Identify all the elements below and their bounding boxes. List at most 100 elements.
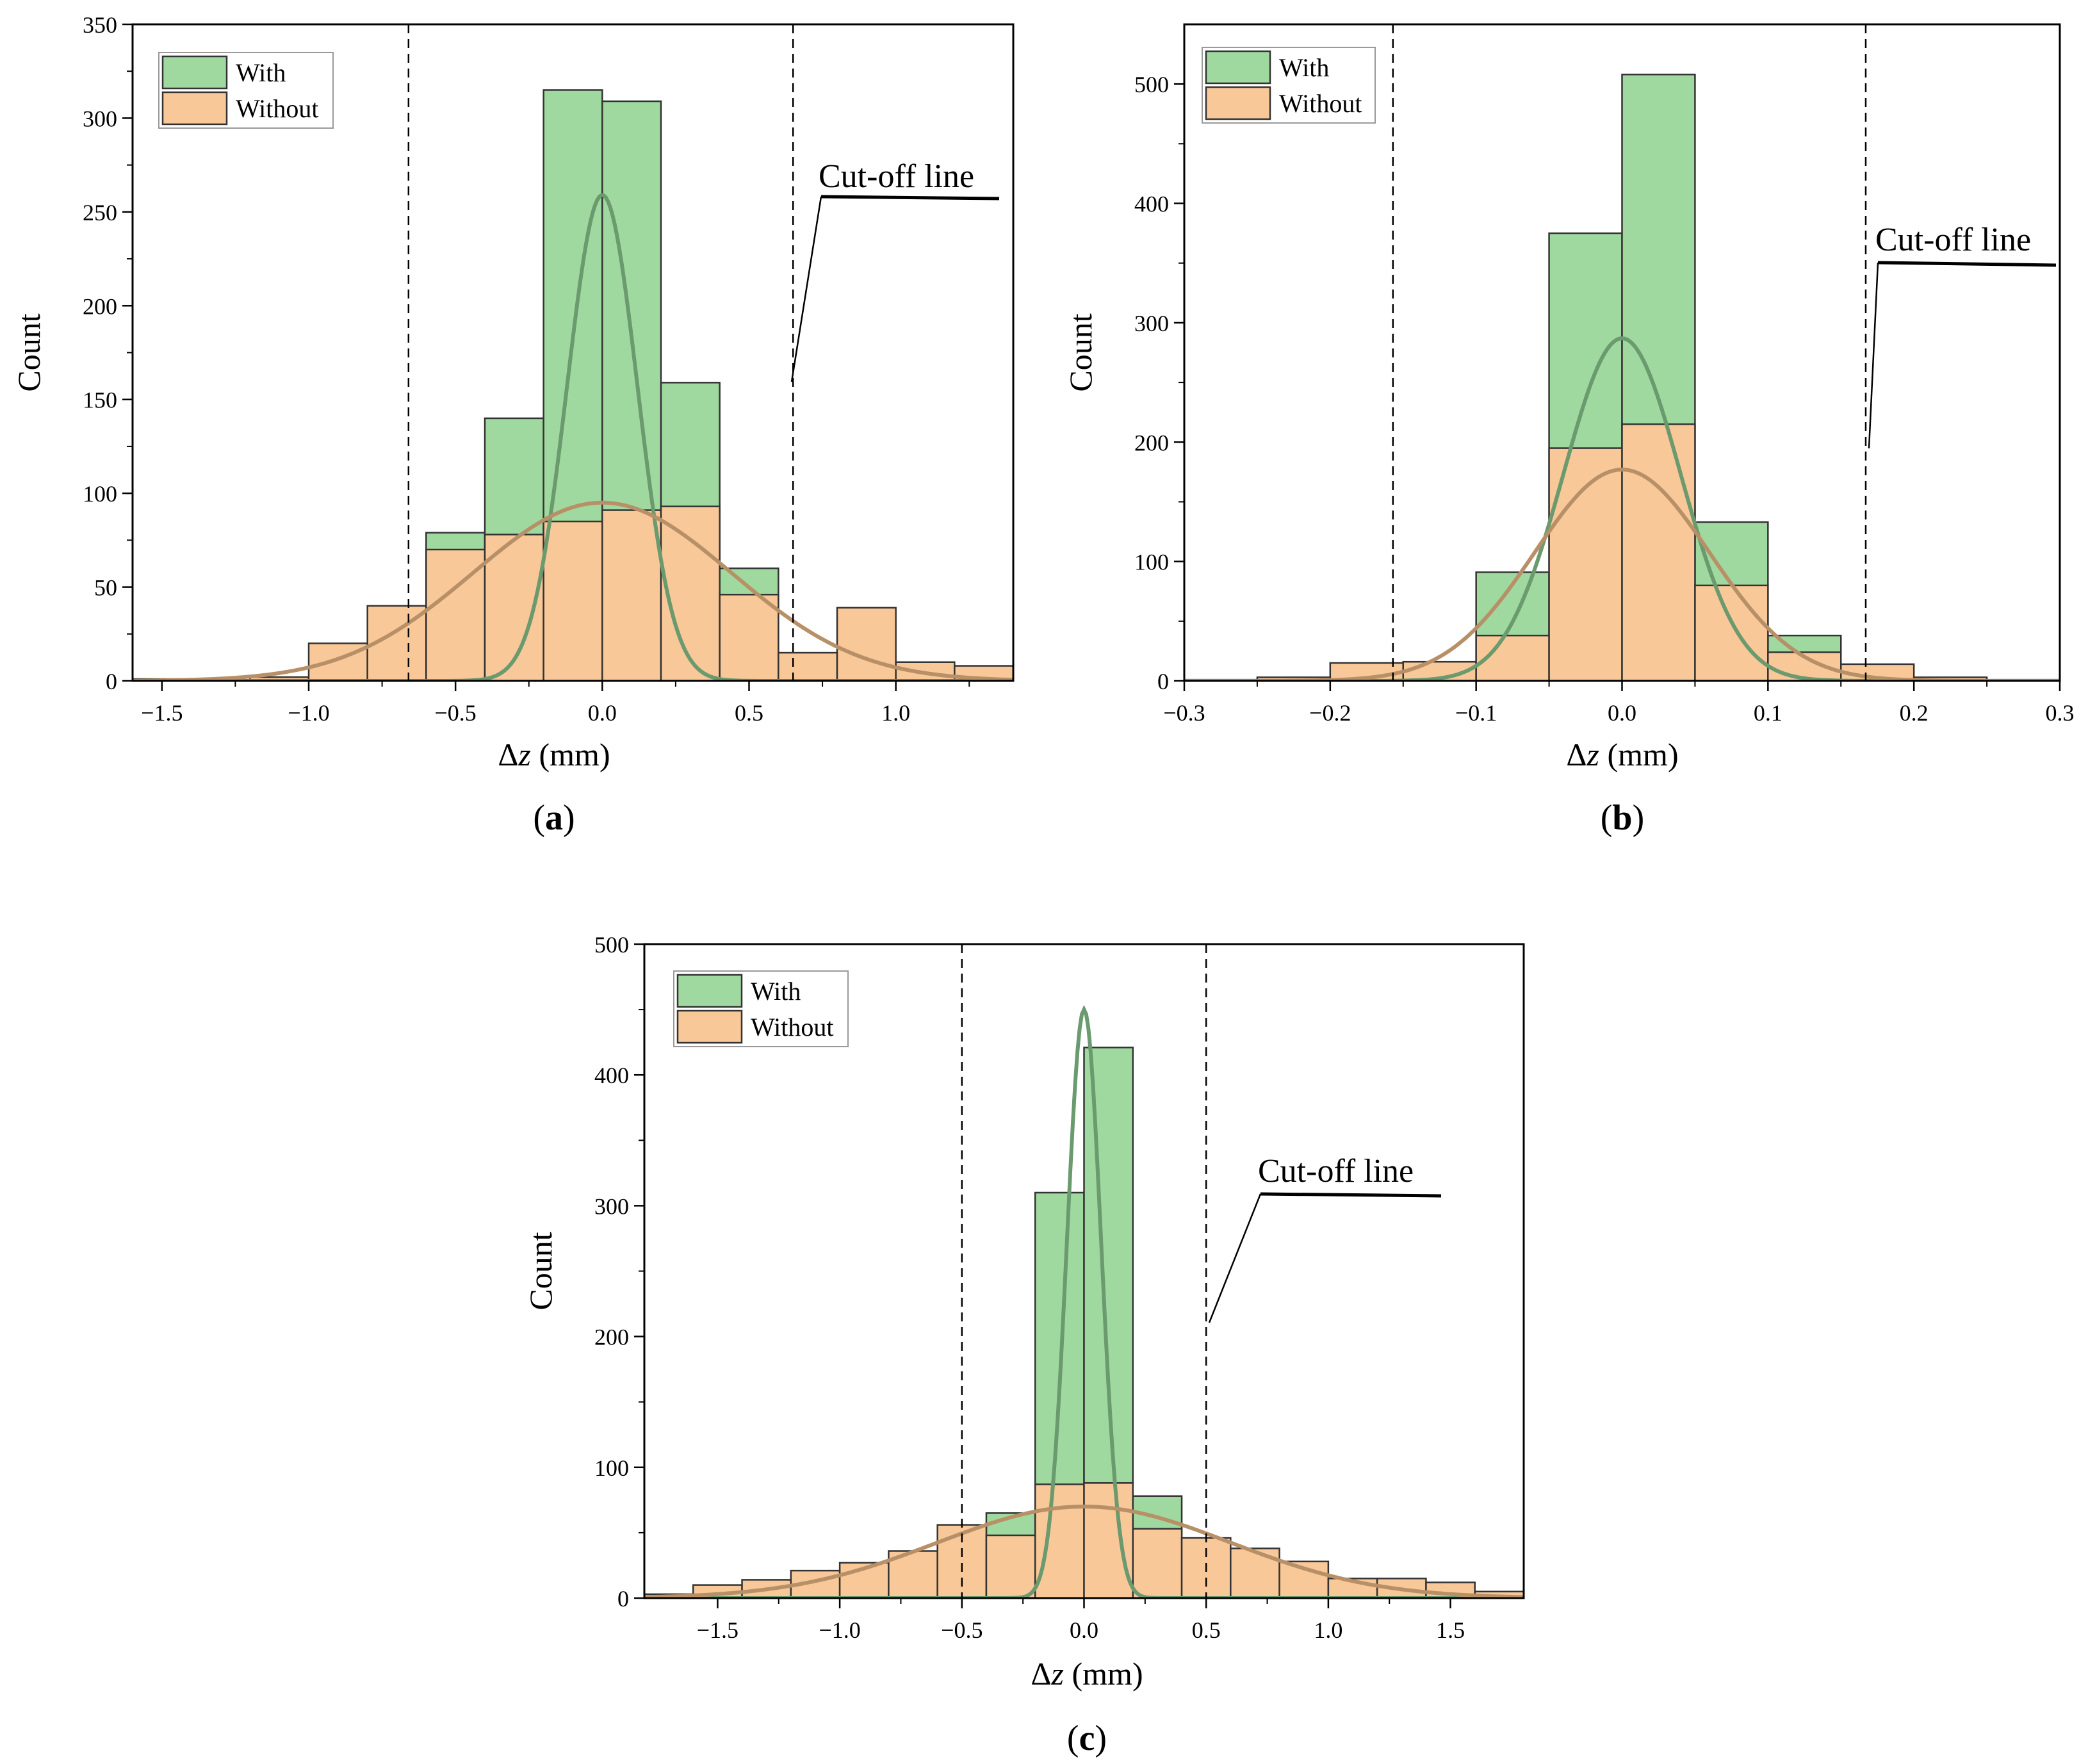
fit-curve-with	[1184, 336, 2060, 681]
bar-without	[1621, 423, 1696, 681]
legend-label-with: With	[1279, 53, 1329, 82]
chart-panel-b: −0.3 −0.2 −0.1 0.0 0.1 0.2 0.3 0 100 200 300 400 500…	[1063, 23, 2075, 838]
y-tick-label: 400	[594, 1063, 629, 1088]
y-tick-label: 500	[594, 932, 629, 958]
fit-curve-with	[133, 193, 1013, 681]
x-tick-label: 0.0	[1070, 1617, 1098, 1643]
x-tick-label: −0.2	[1309, 700, 1351, 726]
y-tick-label: 200	[1134, 430, 1169, 455]
y-axis-title: Count	[523, 1232, 559, 1310]
x-axis-title-unit: (mm)	[531, 737, 610, 772]
y-tick-label: 300	[594, 1193, 629, 1219]
bar-without	[1132, 1528, 1183, 1598]
x-axis-title-symbol: Δ	[1566, 737, 1586, 772]
x-axis-title: Δz (mm)	[1566, 737, 1678, 772]
fit-curve-with	[644, 1004, 1524, 1598]
x-tick-label: 0.1	[1754, 700, 1782, 726]
bar-without	[601, 509, 662, 681]
bar-without	[1083, 1482, 1134, 1598]
panel-label-open: (	[533, 798, 545, 838]
cutoff-annotation-label: Cut-off line	[1875, 222, 2031, 258]
bar-without	[985, 1534, 1036, 1598]
y-tick-label: 150	[83, 388, 117, 413]
panel-label-open: (	[1067, 1719, 1079, 1758]
legend-label-with: With	[751, 977, 801, 1006]
plot-area	[644, 944, 1524, 1598]
x-axis-title-unit: (mm)	[1064, 1656, 1143, 1692]
x-tick-label: −1.0	[819, 1617, 860, 1643]
y-tick-label: 500	[1134, 72, 1169, 97]
annotation-leader	[1208, 1193, 1262, 1323]
cutoff-annotation-label: Cut-off line	[1258, 1153, 1414, 1189]
plot-area	[133, 24, 1013, 681]
panel-label: (b)	[1601, 798, 1644, 838]
y-tick-label: 0	[106, 669, 117, 694]
x-tick-label: 0.3	[2046, 700, 2075, 726]
bar-without	[836, 607, 897, 681]
x-axis-title-var: z	[1051, 1656, 1064, 1692]
legend: With Without	[158, 52, 334, 129]
y-tick-label: 50	[94, 575, 117, 601]
bar-without	[1694, 584, 1769, 681]
y-tick-label: 350	[83, 12, 117, 38]
cutoff-annotation: Cut-off line	[1868, 222, 2057, 449]
panel-label: (c)	[1067, 1719, 1107, 1758]
x-tick-label: 0.5	[735, 700, 763, 726]
x-tick-label: −0.1	[1455, 700, 1497, 726]
legend-swatch-without	[676, 1009, 743, 1044]
legend: With Without	[673, 970, 849, 1047]
x-tick-label: 0.2	[1900, 700, 1929, 726]
bar-without	[778, 651, 838, 681]
y-tick-label: 200	[83, 293, 117, 319]
bar-without	[542, 520, 603, 681]
legend-swatch-with	[1205, 50, 1271, 85]
legend-label-without: Without	[236, 94, 319, 123]
chart-panel-a: −1.5 −1.0 −0.5 0.0 0.5 1.0 0 50 100 150 200 250 300 3…	[11, 12, 1015, 838]
y-axis-title: Count	[11, 313, 47, 391]
y-tick-label: 250	[83, 200, 117, 225]
legend-swatch-without	[161, 91, 228, 126]
x-tick-label: 0.0	[588, 700, 617, 726]
panel-label-letter: a	[545, 798, 563, 838]
legend-swatch-with	[161, 55, 228, 90]
x-tick-label: −1.0	[288, 700, 329, 726]
bar-without	[1034, 1483, 1085, 1598]
panel-label-close: )	[563, 798, 575, 838]
annotation-underline	[820, 195, 1000, 200]
y-tick-label: 100	[83, 481, 117, 507]
x-axis-title-symbol: Δ	[1031, 1656, 1051, 1692]
y-tick-label: 200	[594, 1325, 629, 1350]
legend-label-with: With	[236, 58, 286, 87]
legend-label-without: Without	[751, 1013, 834, 1041]
annotation-underline	[1877, 261, 2057, 267]
fit-curve-without	[133, 500, 1013, 681]
panel-label-letter: c	[1079, 1719, 1095, 1758]
cutoff-annotation-label: Cut-off line	[819, 158, 974, 195]
x-tick-label: −0.5	[941, 1617, 983, 1643]
y-tick-label: 0	[617, 1586, 629, 1612]
y-axis-title: Count	[1063, 313, 1098, 391]
bar-without	[660, 505, 721, 681]
y-tick-label: 100	[594, 1455, 629, 1481]
panel-label-close: )	[1095, 1719, 1107, 1758]
x-tick-label: 0.0	[1608, 700, 1636, 726]
x-tick-label: −1.5	[697, 1617, 738, 1643]
x-axis-title-symbol: Δ	[498, 737, 518, 772]
x-axis-title-var: z	[1586, 737, 1599, 772]
chart-panel-c: −1.5 −1.0 −0.5 0.0 0.5 1.0 1.5 0 100 200 300 400 500…	[523, 932, 1525, 1758]
panel-label: (a)	[533, 798, 575, 838]
panel-label-open: (	[1601, 798, 1613, 838]
x-tick-label: 0.5	[1192, 1617, 1221, 1643]
y-tick-label: 100	[1134, 550, 1169, 575]
x-tick-label: −0.3	[1163, 700, 1205, 726]
y-tick-label: 300	[83, 106, 117, 131]
y-tick-label: 400	[1134, 192, 1169, 217]
x-tick-label: 1.0	[1314, 1617, 1342, 1643]
panel-label-letter: b	[1612, 798, 1632, 838]
cutoff-annotation: Cut-off line	[1208, 1153, 1442, 1323]
bar-without	[1230, 1548, 1280, 1598]
fit-curve-without	[644, 1505, 1524, 1598]
x-tick-label: −1.5	[141, 700, 183, 726]
bar-without	[719, 594, 779, 681]
x-axis-title: Δz (mm)	[498, 737, 610, 772]
